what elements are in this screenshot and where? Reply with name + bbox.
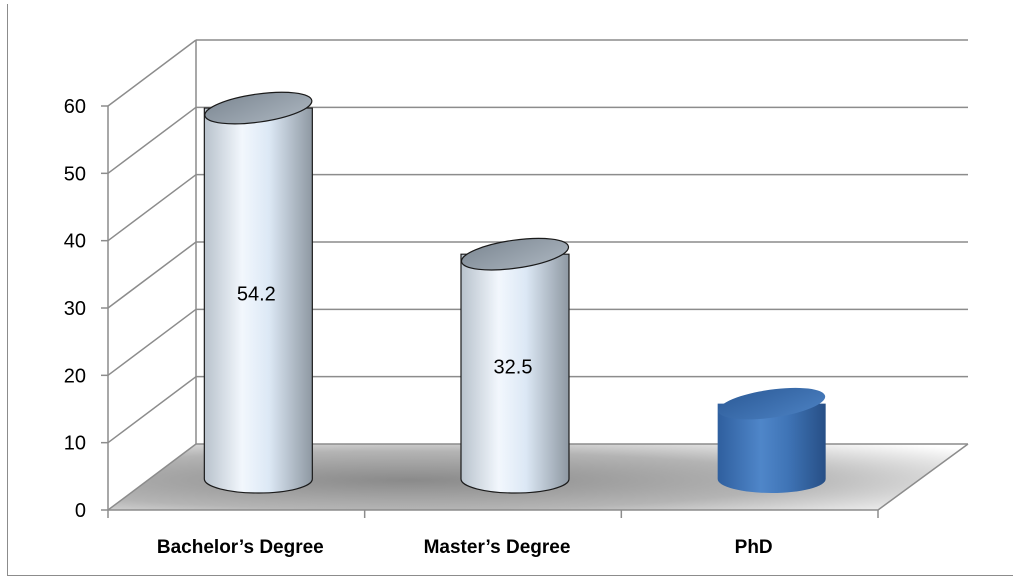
x-category-label: Master’s Degree: [424, 537, 571, 558]
data-label: 54.2: [237, 284, 276, 306]
x-category-label: PhD: [735, 537, 773, 558]
side-wall-line: [107, 308, 197, 376]
side-wall-line: [107, 174, 197, 242]
bar-0: [203, 91, 313, 494]
side-wall-line: [107, 106, 197, 174]
y-tick-label: 10: [64, 433, 86, 455]
side-wall-line: [107, 443, 197, 511]
side-wall-line: [107, 39, 197, 107]
x-category-label: Bachelor’s Degree: [157, 537, 324, 558]
bar-top: [204, 91, 313, 125]
data-label: 32.5: [494, 357, 533, 379]
side-wall-line: [107, 376, 197, 444]
y-tick-label: 50: [64, 163, 86, 185]
y-tick-label: 20: [64, 365, 86, 387]
bar-2: [717, 387, 826, 493]
bar-top: [718, 387, 826, 420]
y-tick-label: 60: [64, 96, 86, 118]
bar-1: [460, 237, 570, 494]
bar-body: [203, 107, 313, 494]
y-tick-label: 40: [64, 231, 86, 253]
y-tick-label: 30: [64, 298, 86, 320]
y-tick-label: 0: [75, 500, 86, 522]
side-wall-line: [107, 241, 197, 309]
bar-body: [460, 253, 570, 494]
bar-body: [717, 403, 826, 493]
bar-top: [460, 237, 570, 271]
chart-frame: [7, 4, 1013, 576]
